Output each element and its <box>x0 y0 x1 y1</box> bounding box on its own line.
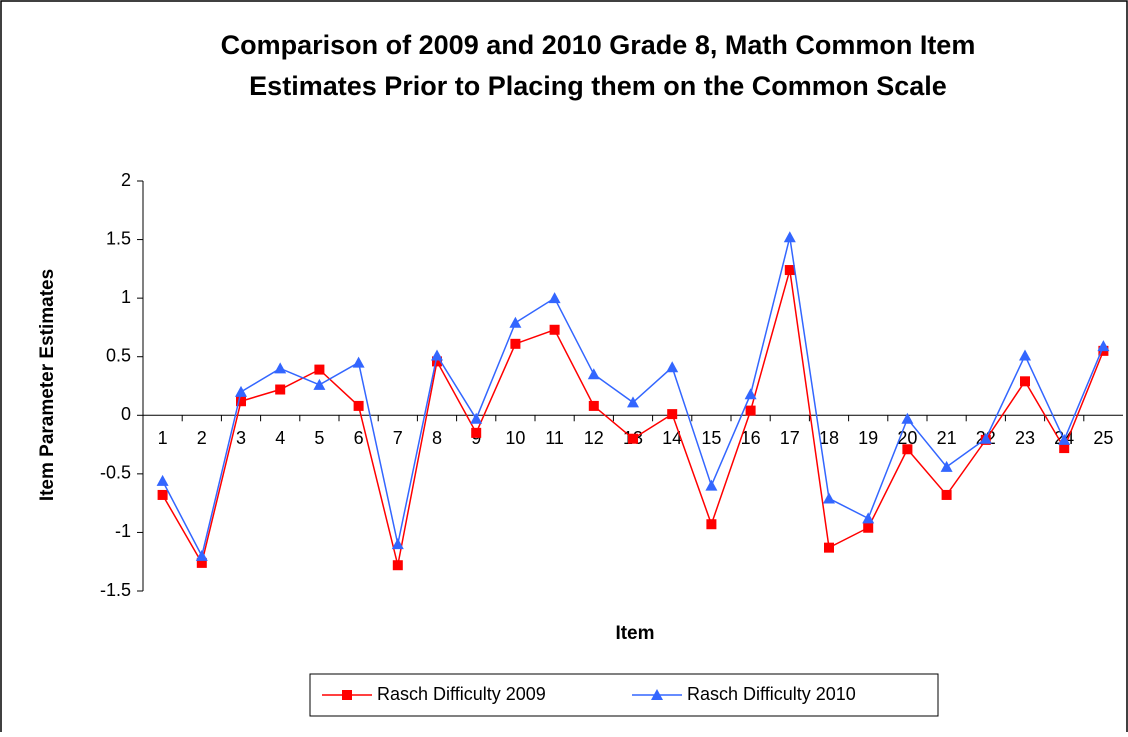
point <box>941 489 952 500</box>
point <box>667 409 678 420</box>
point <box>705 479 718 491</box>
y-tick-label: -1.5 <box>100 580 131 600</box>
x-tick-label: 7 <box>393 428 403 448</box>
point <box>509 316 522 328</box>
x-axis-label: Item <box>615 623 654 644</box>
point <box>588 400 599 411</box>
point <box>236 396 246 407</box>
y-tick-label: 0.5 <box>106 345 131 365</box>
point <box>587 368 600 380</box>
legend-marker <box>651 689 663 700</box>
point <box>902 444 913 455</box>
point <box>274 362 287 374</box>
point <box>666 361 679 373</box>
x-tick-label: 8 <box>432 428 442 448</box>
point <box>510 338 521 349</box>
x-tick-label: 6 <box>354 428 364 448</box>
point <box>863 522 874 533</box>
point <box>548 292 561 304</box>
point <box>391 538 404 550</box>
x-tick-label: 19 <box>858 428 878 448</box>
x-tick-label: 4 <box>275 428 285 448</box>
x-tick-label: 10 <box>505 428 525 448</box>
x-tick-label: 16 <box>741 428 761 448</box>
x-tick-label: 17 <box>780 428 800 448</box>
point <box>431 349 443 361</box>
x-tick-label: 9 <box>471 428 481 448</box>
x-tick-label: 14 <box>662 428 682 448</box>
point <box>1059 443 1070 454</box>
point <box>195 549 208 561</box>
x-tick-label: 1 <box>158 428 168 448</box>
point <box>823 492 835 504</box>
x-tick-label: 2 <box>197 428 207 448</box>
point <box>157 489 168 500</box>
legend-marker <box>342 690 352 700</box>
point <box>353 400 364 411</box>
x-tick-label: 15 <box>701 428 721 448</box>
y-tick-label: 2 <box>121 170 131 190</box>
point <box>628 433 638 444</box>
point <box>783 231 796 243</box>
legend <box>309 673 939 717</box>
point <box>549 324 560 335</box>
point <box>235 385 247 397</box>
point <box>1020 376 1030 387</box>
point <box>745 405 756 416</box>
y-tick-label: 0 <box>121 404 131 424</box>
y-axis-label: Item Parameter Estimates <box>37 269 58 501</box>
y-tick-label: -1 <box>115 521 131 541</box>
x-tick-label: 11 <box>545 428 564 448</box>
point <box>979 432 992 444</box>
point <box>627 396 639 408</box>
point <box>940 460 953 472</box>
legend-label: Rasch Difficulty 2009 <box>377 684 546 704</box>
point <box>706 519 717 530</box>
x-tick-label: 5 <box>314 428 324 448</box>
y-tick-label: 1.5 <box>106 228 131 248</box>
point <box>901 412 914 424</box>
point <box>275 384 286 395</box>
chart-title: Comparison of 2009 and 2010 Grade 8, Mat… <box>221 30 976 60</box>
x-tick-label: 18 <box>819 428 839 448</box>
point <box>1097 340 1110 352</box>
point <box>471 427 482 438</box>
x-tick-label: 23 <box>1015 428 1035 448</box>
x-tick-label: 21 <box>937 428 957 448</box>
x-tick-label: 3 <box>236 428 246 448</box>
point <box>1019 349 1031 361</box>
point <box>352 356 365 368</box>
x-tick-label: 12 <box>584 428 604 448</box>
point <box>156 474 169 486</box>
chart-title: Estimates Prior to Placing them on the C… <box>249 71 947 101</box>
point <box>784 265 795 276</box>
legend-label: Rasch Difficulty 2010 <box>687 684 856 704</box>
y-tick-label: 1 <box>121 287 131 307</box>
point <box>1058 433 1071 445</box>
point <box>824 542 834 553</box>
point <box>470 412 483 424</box>
y-tick-label: -0.5 <box>100 463 131 483</box>
point <box>313 378 326 390</box>
point <box>432 356 442 367</box>
point <box>744 388 757 400</box>
point <box>862 512 875 524</box>
point <box>196 557 207 568</box>
point <box>314 364 325 375</box>
point <box>392 560 403 571</box>
x-tick-label: 25 <box>1093 428 1113 448</box>
